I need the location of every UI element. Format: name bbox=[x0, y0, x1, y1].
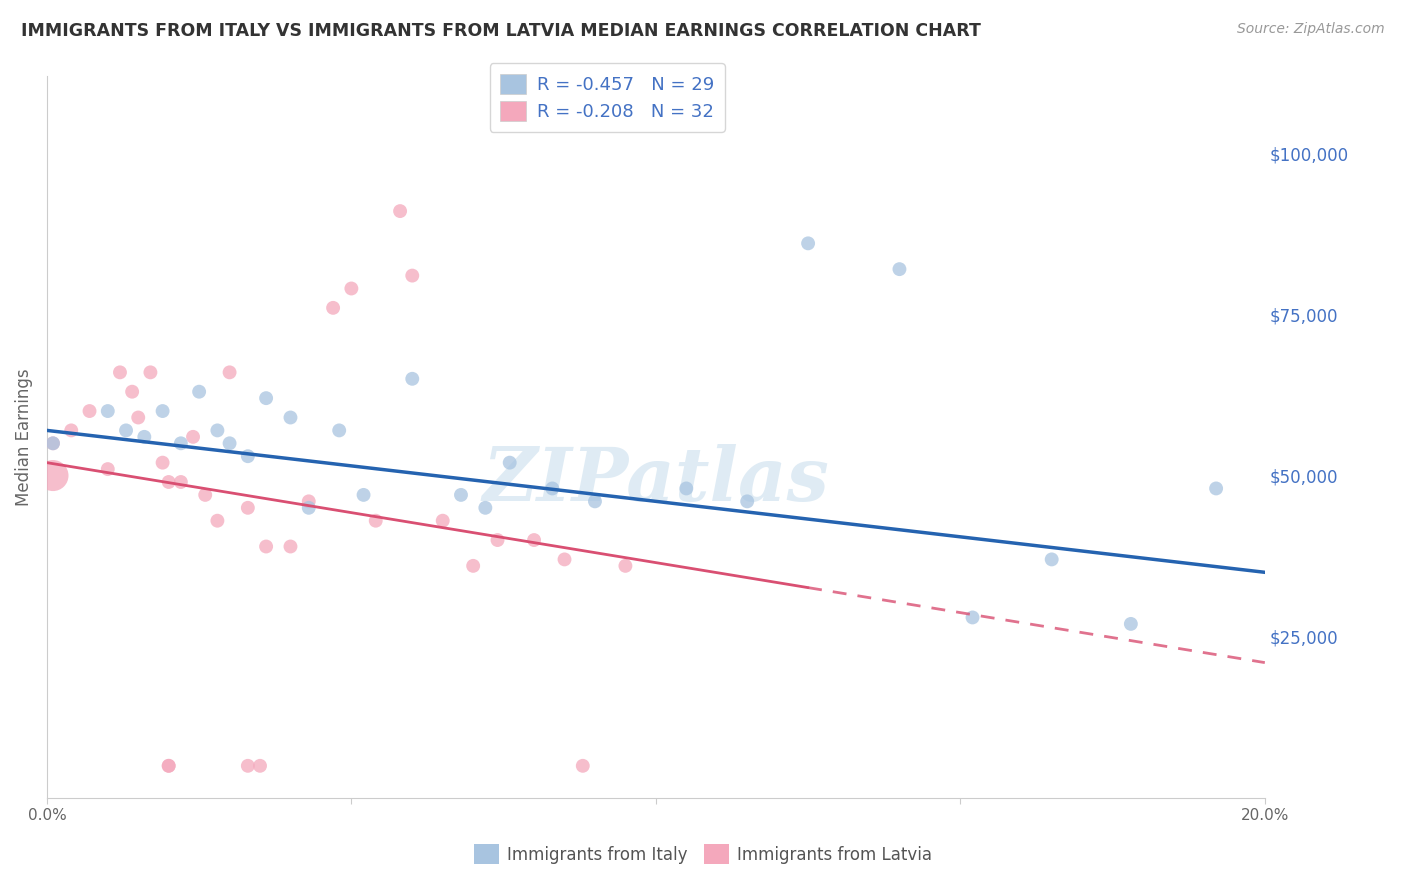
Point bbox=[614, 558, 637, 573]
Point bbox=[194, 488, 217, 502]
Point bbox=[254, 540, 277, 554]
Point bbox=[541, 482, 564, 496]
Point bbox=[236, 500, 259, 515]
Point bbox=[554, 552, 576, 566]
Text: ZIPatlas: ZIPatlas bbox=[482, 444, 830, 516]
Point bbox=[121, 384, 143, 399]
Point bbox=[60, 424, 83, 438]
Point bbox=[254, 391, 277, 405]
Point bbox=[42, 436, 65, 450]
Point bbox=[450, 488, 472, 502]
Point bbox=[207, 514, 229, 528]
Point bbox=[401, 372, 423, 386]
Point bbox=[353, 488, 375, 502]
Point bbox=[108, 365, 131, 379]
Point bbox=[188, 384, 211, 399]
Point bbox=[474, 500, 496, 515]
Point bbox=[499, 456, 522, 470]
Point bbox=[249, 759, 271, 773]
Point bbox=[157, 759, 180, 773]
Point bbox=[42, 468, 65, 483]
Point bbox=[115, 424, 138, 438]
Point bbox=[1040, 552, 1063, 566]
Point bbox=[181, 430, 204, 444]
Point bbox=[42, 436, 65, 450]
Legend: R = -0.457   N = 29, R = -0.208   N = 32: R = -0.457 N = 29, R = -0.208 N = 32 bbox=[489, 63, 724, 132]
Point bbox=[797, 236, 820, 251]
Point bbox=[170, 475, 193, 489]
Text: Source: ZipAtlas.com: Source: ZipAtlas.com bbox=[1237, 22, 1385, 37]
Point bbox=[152, 456, 174, 470]
Point bbox=[157, 759, 180, 773]
Point bbox=[889, 262, 911, 277]
Legend: Immigrants from Italy, Immigrants from Latvia: Immigrants from Italy, Immigrants from L… bbox=[467, 838, 939, 871]
Point bbox=[218, 365, 240, 379]
Point bbox=[389, 204, 412, 219]
Point bbox=[207, 424, 229, 438]
Point bbox=[298, 494, 321, 508]
Point bbox=[139, 365, 162, 379]
Point bbox=[134, 430, 156, 444]
Point bbox=[328, 424, 350, 438]
Point bbox=[432, 514, 454, 528]
Point bbox=[170, 436, 193, 450]
Point bbox=[1119, 616, 1142, 631]
Point bbox=[583, 494, 606, 508]
Point bbox=[962, 610, 984, 624]
Y-axis label: Median Earnings: Median Earnings bbox=[15, 368, 32, 506]
Point bbox=[523, 533, 546, 547]
Point bbox=[340, 281, 363, 295]
Point bbox=[675, 482, 697, 496]
Point bbox=[364, 514, 387, 528]
Point bbox=[1205, 482, 1227, 496]
Point bbox=[298, 500, 321, 515]
Point bbox=[218, 436, 240, 450]
Point bbox=[401, 268, 423, 283]
Point bbox=[280, 410, 302, 425]
Point bbox=[97, 462, 120, 476]
Point bbox=[79, 404, 101, 418]
Point bbox=[97, 404, 120, 418]
Point bbox=[127, 410, 149, 425]
Point bbox=[486, 533, 509, 547]
Point bbox=[735, 494, 758, 508]
Text: IMMIGRANTS FROM ITALY VS IMMIGRANTS FROM LATVIA MEDIAN EARNINGS CORRELATION CHAR: IMMIGRANTS FROM ITALY VS IMMIGRANTS FROM… bbox=[21, 22, 981, 40]
Point bbox=[236, 449, 259, 463]
Point bbox=[322, 301, 344, 315]
Point bbox=[571, 759, 593, 773]
Point bbox=[157, 475, 180, 489]
Point bbox=[463, 558, 485, 573]
Point bbox=[236, 759, 259, 773]
Point bbox=[280, 540, 302, 554]
Point bbox=[152, 404, 174, 418]
